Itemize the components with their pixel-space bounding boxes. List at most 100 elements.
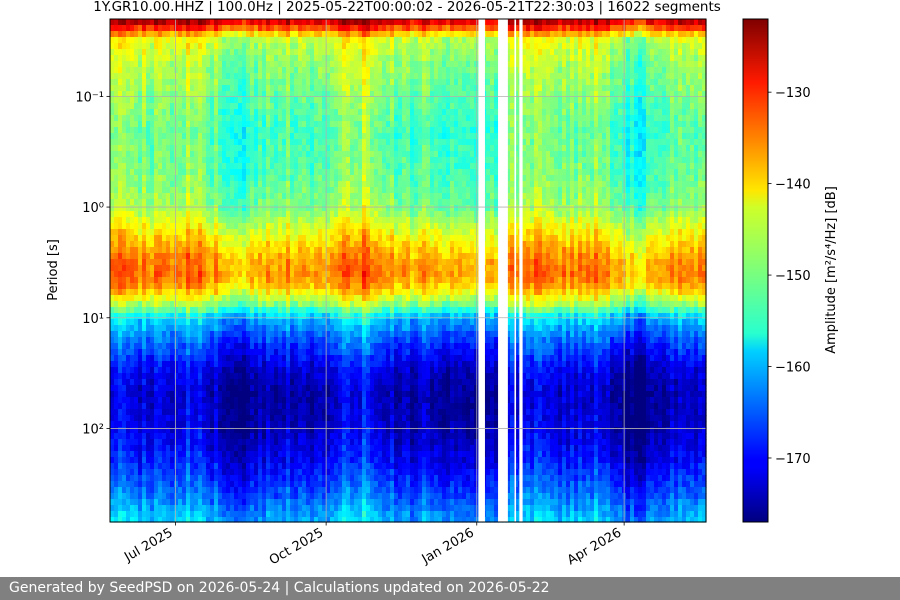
- heatmap-cell: [274, 445, 279, 452]
- heatmap-cell: [306, 451, 311, 458]
- heatmap-cell: [294, 91, 299, 98]
- heatmap-cell: [158, 457, 163, 464]
- heatmap-cell: [226, 127, 231, 134]
- heatmap-cell: [178, 481, 183, 488]
- heatmap-cell: [154, 151, 159, 158]
- heatmap-cell: [262, 103, 267, 110]
- heatmap-cell: [282, 37, 287, 44]
- heatmap-cell: [282, 25, 287, 32]
- heatmap-cell: [270, 289, 275, 296]
- heatmap-cell: [262, 247, 267, 254]
- heatmap-cell: [190, 511, 195, 518]
- heatmap-cell: [178, 25, 183, 32]
- heatmap-cell: [198, 67, 203, 74]
- heatmap-cell: [122, 451, 127, 458]
- heatmap-cell: [154, 331, 159, 338]
- heatmap-cell: [142, 283, 147, 290]
- heatmap-cell: [186, 127, 191, 134]
- heatmap-cell: [130, 199, 135, 206]
- heatmap-cell: [202, 313, 207, 320]
- heatmap-cell: [306, 19, 311, 26]
- heatmap-cell: [330, 355, 335, 362]
- heatmap-cell: [314, 43, 319, 50]
- heatmap-cell: [222, 151, 227, 158]
- heatmap-cell: [282, 199, 287, 206]
- heatmap-cell: [214, 325, 219, 332]
- heatmap-cell: [142, 181, 147, 188]
- heatmap-cell: [226, 205, 231, 212]
- heatmap-cell: [122, 271, 127, 278]
- heatmap-cell: [186, 313, 191, 320]
- heatmap-cell: [314, 67, 319, 74]
- heatmap-cell: [266, 229, 271, 236]
- heatmap-cell: [150, 361, 155, 368]
- heatmap-cell: [114, 325, 119, 332]
- heatmap-cell: [306, 319, 311, 326]
- heatmap-cell: [294, 217, 299, 224]
- heatmap-cell: [306, 463, 311, 470]
- heatmap-cell: [290, 25, 295, 32]
- heatmap-cell: [298, 55, 303, 62]
- heatmap-cell: [298, 181, 303, 188]
- heatmap-cell: [258, 253, 263, 260]
- heatmap-cell: [114, 487, 119, 494]
- heatmap-cell: [130, 439, 135, 446]
- heatmap-cell: [146, 487, 151, 494]
- heatmap-cell: [210, 493, 215, 500]
- heatmap-cell: [170, 163, 175, 170]
- heatmap-cell: [194, 391, 199, 398]
- heatmap-cell: [138, 103, 143, 110]
- heatmap-cell: [166, 403, 171, 410]
- heatmap-cell: [230, 361, 235, 368]
- heatmap-cell: [310, 337, 315, 344]
- heatmap-cell: [202, 493, 207, 500]
- heatmap-cell: [134, 403, 139, 410]
- heatmap-cell: [186, 25, 191, 32]
- heatmap-cell: [342, 109, 347, 116]
- heatmap-cell: [226, 79, 231, 86]
- heatmap-cell: [306, 511, 311, 518]
- heatmap-cell: [342, 253, 347, 260]
- heatmap-cell: [338, 79, 343, 86]
- heatmap-cell: [134, 145, 139, 152]
- heatmap-cell: [158, 43, 163, 50]
- heatmap-cell: [286, 85, 291, 92]
- heatmap-cell: [314, 217, 319, 224]
- heatmap-cell: [282, 115, 287, 122]
- heatmap-cell: [294, 85, 299, 92]
- heatmap-cell: [222, 259, 227, 266]
- heatmap-cell: [218, 205, 223, 212]
- heatmap-cell: [274, 301, 279, 308]
- heatmap-cell: [326, 493, 331, 500]
- heatmap-cell: [218, 55, 223, 62]
- heatmap-cell: [166, 397, 171, 404]
- heatmap-cell: [242, 481, 247, 488]
- heatmap-cell: [322, 169, 327, 176]
- heatmap-cell: [262, 505, 267, 512]
- heatmap-cell: [114, 37, 119, 44]
- heatmap-cell: [234, 277, 239, 284]
- heatmap-cell: [142, 91, 147, 98]
- heatmap-cell: [202, 181, 207, 188]
- heatmap-cell: [214, 493, 219, 500]
- heatmap-cell: [158, 445, 163, 452]
- heatmap-cell: [246, 121, 251, 128]
- heatmap-cell: [342, 97, 347, 104]
- heatmap-cell: [258, 211, 263, 218]
- heatmap-cell: [234, 271, 239, 278]
- heatmap-cell: [290, 433, 295, 440]
- heatmap-cell: [154, 205, 159, 212]
- heatmap-cell: [158, 349, 163, 356]
- heatmap-cell: [198, 439, 203, 446]
- heatmap-cell: [250, 199, 255, 206]
- heatmap-cell: [274, 259, 279, 266]
- heatmap-cell: [198, 37, 203, 44]
- heatmap-cell: [302, 253, 307, 260]
- heatmap-cell: [154, 379, 159, 386]
- heatmap-cell: [282, 487, 287, 494]
- heatmap-cell: [130, 289, 135, 296]
- heatmap-cell: [338, 463, 343, 470]
- heatmap-cell: [166, 463, 171, 470]
- heatmap-cell: [174, 445, 179, 452]
- heatmap-cell: [186, 277, 191, 284]
